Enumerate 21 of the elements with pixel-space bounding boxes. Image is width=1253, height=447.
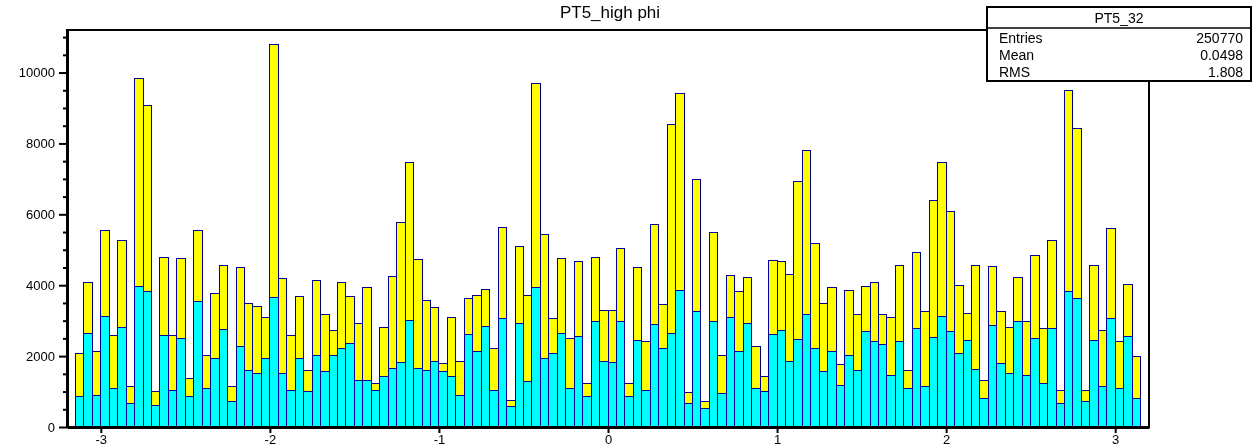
annotation: RMS xyxy=(999,64,1031,80)
y-tick-label: 6000 xyxy=(26,206,55,222)
x-tick-label: -1 xyxy=(433,432,446,447)
chart-title: PT5_high phi xyxy=(559,3,661,22)
text: PT5_32 xyxy=(1094,10,1144,26)
y-tick-label: 2000 xyxy=(26,348,55,364)
x-tick-label: 3 xyxy=(1112,432,1120,447)
y-tick-label: 10000 xyxy=(18,65,55,81)
x-tick-label: -2 xyxy=(264,432,277,447)
x-tick-label: 2 xyxy=(943,432,951,447)
annotation: Mean xyxy=(999,47,1035,63)
text: 1.808 xyxy=(1207,64,1244,80)
y-tick-label: 0 xyxy=(47,419,55,435)
x-tick-label: 1 xyxy=(773,432,782,447)
text: 250770 xyxy=(1196,30,1244,46)
text: 0.0498 xyxy=(1200,47,1244,63)
x-tick-label: 0 xyxy=(604,432,613,447)
y-tick-label: 8000 xyxy=(26,136,55,152)
y-tick-label: 4000 xyxy=(26,277,55,293)
x-tick-label: -3 xyxy=(95,432,108,447)
annotation: Entries xyxy=(999,30,1043,46)
